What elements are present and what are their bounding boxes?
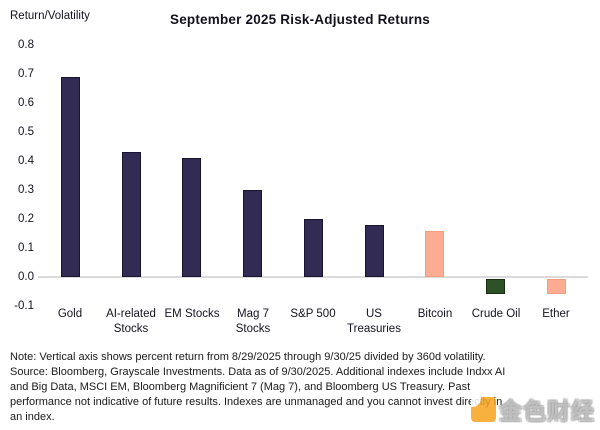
y-tick-0.8: 0.8 [18, 38, 34, 51]
zero-gridline [38, 276, 588, 278]
y-tick-0.5: 0.5 [18, 125, 34, 138]
watermark: 金色财经 [471, 394, 595, 424]
x-label-crude-oil: Crude Oil [471, 308, 521, 320]
chart-title: September 2025 Risk-Adjusted Returns [169, 12, 431, 27]
jinse-finance-logo-icon [471, 396, 496, 422]
y-tick-0.3: 0.3 [18, 183, 34, 196]
x-label-bitcoin: Bitcoin [417, 308, 453, 320]
x-label-us-treasuries: US Treasuries [347, 308, 401, 335]
bar-em-stocks [182, 158, 201, 277]
x-label-s-p-500: S&P 500 [290, 308, 336, 320]
x-label-ether: Ether [542, 308, 570, 320]
x-label-gold: Gold [57, 308, 83, 320]
y-axis-title: Return/Volatility [10, 10, 90, 22]
bar-crude-oil [486, 278, 505, 294]
footnote-line-5: an index. [10, 411, 55, 423]
x-label-mag-7-stocks: Mag 7 Stocks [235, 308, 271, 335]
bar-us-treasuries [365, 225, 384, 277]
y-tick-0.1: 0.1 [18, 241, 34, 254]
y-tick--0.1: -0.1 [14, 299, 34, 312]
footnote: Note: Vertical axis shows percent return… [10, 350, 596, 425]
x-label-em-stocks: EM Stocks [164, 308, 220, 320]
footnote-line-1: Note: Vertical axis shows percent return… [10, 351, 486, 363]
watermark-text: 金色财经 [499, 398, 595, 424]
y-tick-0.0: 0.0 [18, 270, 34, 283]
footnote-line-3: and Big Data, MSCI EM, Bloomberg Magnifi… [10, 381, 471, 393]
y-tick-0.6: 0.6 [18, 96, 34, 109]
bar-gold [61, 77, 80, 277]
bar-mag-7-stocks [243, 190, 262, 277]
bar-ai-related-stocks [122, 152, 141, 277]
bar-s-p-500 [304, 219, 323, 277]
bar-ether [547, 278, 566, 294]
y-tick-0.2: 0.2 [18, 212, 34, 225]
y-tick-0.4: 0.4 [18, 154, 34, 167]
y-tick-0.7: 0.7 [18, 67, 34, 80]
footnote-line-2: Source: Bloomberg, Grayscale Investments… [10, 366, 506, 378]
bar-bitcoin [425, 231, 444, 277]
footnote-line-4: performance not indicative of future res… [10, 396, 503, 408]
x-label-ai-related-stocks: AI-related Stocks [106, 308, 156, 335]
